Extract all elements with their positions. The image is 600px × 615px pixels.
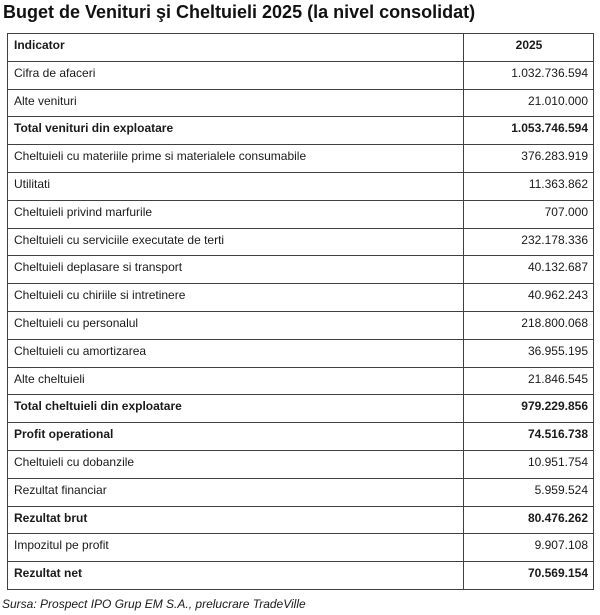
column-header-year: 2025 <box>463 33 594 62</box>
indicator-cell: Cheltuieli cu amortizarea <box>7 338 464 368</box>
page-title: Buget de Venituri şi Cheltuieli 2025 (la… <box>3 2 476 22</box>
indicator-cell: Cheltuieli cu chiriile si intretinere <box>7 283 464 312</box>
table-row: Profit operational 74.516.738 <box>7 422 594 451</box>
table-row: Total venituri din exploatare 1.053.746.5… <box>7 116 594 146</box>
table-row: Rezultat net 70.569.154 <box>7 561 594 590</box>
value-cell: 9.907.108 <box>463 533 594 563</box>
value-cell: 40.132.687 <box>463 255 594 285</box>
value-cell: 36.955.195 <box>463 338 594 368</box>
indicator-cell: Cheltuieli cu dobanzile <box>7 449 464 479</box>
table-header-row: Indicator 2025 <box>7 33 594 62</box>
value-cell: 1.053.746.594 <box>463 116 594 146</box>
budget-table-body: Cifra de afaceri 1.032.736.594 Alte venitu… <box>7 60 594 590</box>
value-cell: 1.032.736.594 <box>463 60 594 90</box>
value-cell: 10.951.754 <box>463 449 594 479</box>
indicator-cell: Rezultat brut <box>7 505 464 535</box>
value-cell: 80.476.262 <box>463 505 594 535</box>
value-cell: 40.962.243 <box>463 283 594 312</box>
table-row: Cheltuieli cu amortizarea 36.955.195 <box>7 338 594 368</box>
value-cell: 21.846.545 <box>463 366 594 396</box>
table-row: Rezultat brut 80.476.262 <box>7 505 594 535</box>
value-cell: 218.800.068 <box>463 310 594 340</box>
indicator-cell: Cheltuieli cu materiile prime si materia… <box>7 144 464 173</box>
table-row: Cheltuieli cu personalul 218.800.068 <box>7 310 594 340</box>
table-row: Cheltuieli deplasare si transport 40.132.… <box>7 255 594 285</box>
value-cell: 979.229.856 <box>463 394 594 424</box>
indicator-cell: Profit operational <box>7 422 464 451</box>
table-row: Alte venituri 21.010.000 <box>7 88 594 118</box>
budget-table: Indicator 2025 Cifra de afaceri 1.032.736… <box>7 33 594 590</box>
indicator-cell: Cifra de afaceri <box>7 60 464 90</box>
indicator-cell: Cheltuieli cu personalul <box>7 310 464 340</box>
source-note: Sursa: Prospect IPO Grup EM S.A., preluc… <box>2 596 306 611</box>
table-row: Cifra de afaceri 1.032.736.594 <box>7 60 594 90</box>
indicator-cell: Impozitul pe profit <box>7 533 464 563</box>
column-header-indicator: Indicator <box>7 33 464 62</box>
indicator-cell: Total cheltuieli din exploatare <box>7 394 464 424</box>
indicator-cell: Total venituri din exploatare <box>7 116 464 146</box>
indicator-cell: Alte cheltuieli <box>7 366 464 396</box>
value-cell: 707.000 <box>463 199 594 229</box>
value-cell: 74.516.738 <box>463 422 594 451</box>
table-row: Utilitati 11.363.862 <box>7 171 594 201</box>
indicator-cell: Alte venituri <box>7 88 464 118</box>
indicator-cell: Cheltuieli privind marfurile <box>7 199 464 229</box>
indicator-cell: Utilitati <box>7 171 464 201</box>
value-cell: 232.178.336 <box>463 227 594 257</box>
indicator-cell: Rezultat financiar <box>7 477 464 507</box>
value-cell: 11.363.862 <box>463 171 594 201</box>
value-cell: 70.569.154 <box>463 561 594 590</box>
indicator-cell: Cheltuieli deplasare si transport <box>7 255 464 285</box>
table-row: Impozitul pe profit 9.907.108 <box>7 533 594 563</box>
table-row: Cheltuieli cu chiriile si intretinere 40.… <box>7 283 594 312</box>
value-cell: 21.010.000 <box>463 88 594 118</box>
indicator-cell: Rezultat net <box>7 561 464 590</box>
table-row: Cheltuieli cu materiile prime si materia… <box>7 144 594 173</box>
value-cell: 376.283.919 <box>463 144 594 173</box>
table-row: Cheltuieli cu serviciile executate de te… <box>7 227 594 257</box>
table-row: Total cheltuieli din exploatare 979.229.8… <box>7 394 594 424</box>
value-cell: 5.959.524 <box>463 477 594 507</box>
table-row: Alte cheltuieli 21.846.545 <box>7 366 594 396</box>
table-row: Cheltuieli cu dobanzile 10.951.754 <box>7 449 594 479</box>
table-row: Rezultat financiar 5.959.524 <box>7 477 594 507</box>
table-row: Cheltuieli privind marfurile 707.000 <box>7 199 594 229</box>
indicator-cell: Cheltuieli cu serviciile executate de te… <box>7 227 464 257</box>
